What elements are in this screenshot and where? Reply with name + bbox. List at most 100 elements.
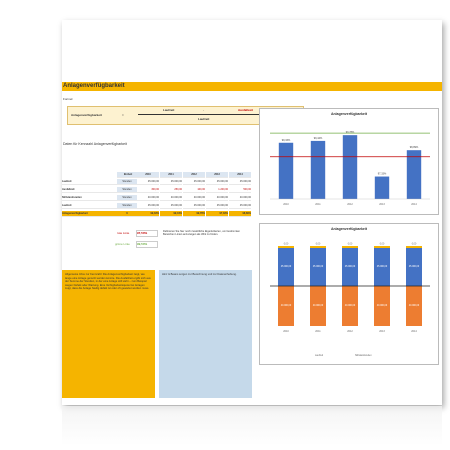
- formula-box: Anlagenverfügbarkeit = Laufzeit - Ausfal…: [67, 106, 304, 125]
- chart1-svg: 99,33% 2010 99,44% 2011 99,78% 2012 97,33% 2013…: [270, 131, 430, 206]
- formula-denominator: Laufzeit: [198, 117, 210, 121]
- formula-num-b: Ausfallzeit: [238, 108, 254, 112]
- table-cell: 45.000,00: [137, 203, 159, 209]
- table-cell: Stunden: [117, 179, 137, 185]
- chart1-bar: [310, 140, 326, 199]
- table-cell: 2014: [229, 172, 251, 178]
- chart2-tick-label: 2010: [283, 330, 289, 333]
- chart2-bar-cap: [342, 246, 358, 248]
- table-cell: Stunden: [117, 203, 137, 209]
- table-cell: 98,89%: [229, 211, 251, 217]
- info-text: Allgemeine Infos zur Kennzahl: Die Anlag…: [65, 273, 151, 290]
- chart2-bar-cap: [310, 246, 326, 248]
- chart2-bar-cap: [406, 246, 422, 248]
- table-cell: Stunden: [117, 187, 137, 193]
- chart2-bar-top: [310, 248, 326, 286]
- chart2-tick-label: 2011: [315, 330, 321, 333]
- chart2-top-marker: 0,00: [348, 244, 353, 246]
- chart1-tick-label: 2010: [283, 203, 289, 206]
- spreadsheet-page: Anlagenverfügbarkeit Formel: Anlagenverf…: [62, 20, 442, 405]
- chart2-legend-entry: Stillstandszeiten: [355, 354, 372, 357]
- chart2-bar-cap: [278, 246, 294, 248]
- chart2-label-top: 45.000,00: [281, 266, 292, 268]
- table-cell: 45.000,00: [206, 179, 228, 185]
- chart-stacked: Anlagenverfügbarkeit 0,00 45.000,00 40.000…: [259, 223, 439, 365]
- chart1-tick-label: 2011: [315, 203, 321, 206]
- chart2-label-bottom: 40.000,00: [281, 305, 292, 307]
- chart2-bar-bottom: [406, 286, 422, 326]
- table-cell: 99,33%: [137, 211, 159, 217]
- table-cell: 40.000,00: [137, 195, 159, 201]
- chart2-bar-bottom: [374, 286, 390, 326]
- chart1-data-label: 99,78%: [346, 131, 355, 134]
- chart2-tick-label: 2012: [347, 330, 353, 333]
- table-cell: 45.000,00: [160, 203, 182, 209]
- table-cell: 40.000,00: [206, 195, 228, 201]
- criteria-note: Definieren Sie hier noch zusätzliche Eig…: [163, 230, 240, 237]
- chart2-label-top: 45.000,00: [409, 266, 420, 268]
- chart2-label-top: 45.000,00: [345, 266, 356, 268]
- table-cell: 40.000,00: [229, 195, 251, 201]
- table-cell: 40.000,00: [160, 195, 182, 201]
- chart2-bar-top: [406, 248, 422, 286]
- chart1-data-label: 99,44%: [314, 137, 323, 140]
- formula-num-a: Laufzeit: [163, 108, 175, 112]
- chart1-bar: [406, 150, 422, 199]
- chart2-bar-cap: [374, 246, 390, 248]
- table-cell: 2010: [137, 172, 159, 178]
- table-cell: %: [117, 211, 137, 217]
- table-cell: 500,00: [229, 187, 251, 193]
- chart1-tick-label: 2012: [347, 203, 353, 206]
- table-cell: Einheit: [117, 172, 139, 178]
- chart1-data-label: 98,89%: [410, 146, 419, 149]
- chart2-top-marker: 0,00: [412, 244, 417, 246]
- table-cell: 300,00: [137, 187, 159, 193]
- chart1-tick-label: 2014: [411, 203, 417, 206]
- formula-minus: -: [203, 108, 204, 112]
- table-cell: 45.000,00: [160, 179, 182, 185]
- formula-lhs: Anlagenverfügbarkeit: [71, 113, 102, 117]
- chart1-tick-label: 2013: [379, 203, 385, 206]
- table-cell: Anlagenverfügbarkeit: [62, 211, 117, 217]
- table-cell: 99,78%: [183, 211, 205, 217]
- chart2-top-marker: 0,00: [284, 244, 289, 246]
- data-heading: Daten für Kennzahl Anlagenverfügbarkeit: [63, 142, 127, 146]
- chart2-top-marker: 0,00: [316, 244, 321, 246]
- table-cell: 2011: [160, 172, 182, 178]
- chart2-label-top: 45.000,00: [377, 266, 388, 268]
- chart1-bar: [278, 142, 294, 199]
- info-box-blue: Hinz & Beans sorgen zur Berechnung und z…: [159, 270, 252, 398]
- table-cell: 40.000,00: [183, 195, 205, 201]
- red-line-value[interactable]: 97,50%: [136, 230, 158, 237]
- chart2-label-bottom: 40.000,00: [313, 305, 324, 307]
- green-line-value[interactable]: 99,50%: [136, 241, 158, 248]
- table-cell: Stunden: [117, 195, 137, 201]
- chart2-label-bottom: 40.000,00: [409, 305, 420, 307]
- chart2-legend-entry: Laufzeit: [315, 354, 323, 357]
- chart1-bar: [374, 176, 390, 199]
- table-cell: Stillstandszeiten: [62, 195, 117, 201]
- chart1-bar: [342, 135, 358, 199]
- chart2-tick-label: 2014: [411, 330, 417, 333]
- table-cell: 2012: [183, 172, 205, 178]
- table-cell: 100,00: [183, 187, 205, 193]
- table-cell: Laufzeit: [62, 179, 117, 185]
- red-line-label: rote Linie: [117, 231, 130, 235]
- chart2-bar-top: [342, 248, 358, 286]
- chart2-tick-label: 2013: [379, 330, 385, 333]
- chart2-bar-bottom: [278, 286, 294, 326]
- formula-label: Formel:: [63, 97, 74, 101]
- chart2-label-bottom: 40.000,00: [377, 305, 388, 307]
- table-cell: 97,33%: [206, 211, 228, 217]
- chart2-label-top: 45.000,00: [313, 266, 324, 268]
- table-cell: 45.000,00: [183, 179, 205, 185]
- table-cell: 1.200,00: [206, 187, 228, 193]
- chart1-data-label: 97,33%: [378, 173, 387, 176]
- chart2-bar-top: [278, 248, 294, 286]
- chart1-data-label: 99,33%: [282, 139, 291, 142]
- sheet-title: Anlagenverfügbarkeit: [63, 83, 125, 89]
- chart2-title: Anlagenverfügbarkeit: [331, 227, 367, 231]
- table-cell: 45.000,00: [206, 203, 228, 209]
- table-cell: 2013: [206, 172, 228, 178]
- table-cell: 45.000,00: [229, 179, 251, 185]
